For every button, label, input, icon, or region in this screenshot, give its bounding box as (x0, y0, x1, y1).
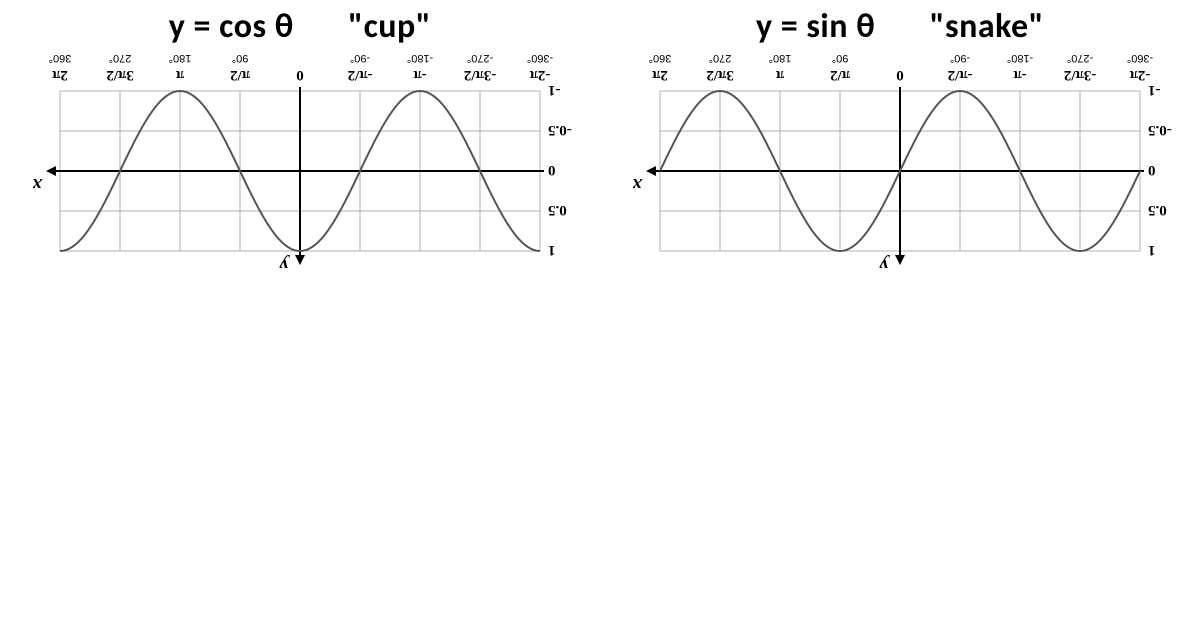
svg-text:-0.5: -0.5 (548, 122, 572, 138)
svg-text:y: y (279, 254, 290, 275)
svg-text:0.5: 0.5 (548, 202, 567, 218)
svg-text:-0.5: -0.5 (1148, 122, 1172, 138)
svg-text:-180°: -180° (407, 52, 433, 64)
svg-text:270°: 270° (109, 52, 132, 64)
svg-text:1: 1 (1148, 242, 1156, 258)
svg-text:-π: -π (1013, 67, 1027, 83)
svg-text:360°: 360° (649, 52, 672, 64)
svg-text:π/2: π/2 (230, 67, 250, 83)
svg-text:0.5: 0.5 (1148, 202, 1167, 218)
svg-text:-90°: -90° (950, 52, 970, 64)
svg-text:0: 0 (296, 67, 304, 83)
left-panel: y = cos θ "cup" 1 0.5 0 -0.5 -1-2π -3π/2 -π -π/… (10, 4, 590, 311)
svg-text:3π/2: 3π/2 (106, 67, 133, 83)
sin-chart: 1 0.5 0 -0.5 -1-2π -3π/2 -π -π/2 0 π/2 π 3π/2 2π -360… (620, 51, 1180, 311)
right-panel: y = sin θ "snake" 1 0.5 0 -0.5 -1-2π -3π/2 -π -… (610, 4, 1190, 311)
svg-text:270°: 270° (709, 52, 732, 64)
svg-text:π: π (175, 67, 184, 83)
svg-text:x: x (632, 174, 643, 195)
svg-text:-π/2: -π/2 (948, 67, 973, 83)
svg-text:90°: 90° (832, 52, 849, 64)
svg-text:3π/2: 3π/2 (706, 67, 733, 83)
svg-text:-360°: -360° (527, 52, 553, 64)
svg-text:-1: -1 (548, 82, 561, 98)
svg-text:x: x (32, 174, 43, 195)
svg-text:π/2: π/2 (830, 67, 850, 83)
svg-text:-2π: -2π (529, 67, 550, 83)
svg-text:-270°: -270° (1067, 52, 1093, 64)
svg-text:-π/2: -π/2 (348, 67, 373, 83)
right-title: y = sin θ "snake" (610, 6, 1190, 47)
svg-text:-3π/2: -3π/2 (1064, 67, 1096, 83)
svg-text:1: 1 (548, 242, 556, 258)
svg-text:-2π: -2π (1129, 67, 1150, 83)
right-nickname: "snake" (930, 6, 1044, 47)
svg-text:y: y (879, 254, 890, 275)
svg-text:-1: -1 (1148, 82, 1161, 98)
svg-text:π: π (775, 67, 784, 83)
left-equation: y = cos θ (169, 6, 294, 47)
svg-text:-π: -π (413, 67, 427, 83)
svg-text:90°: 90° (232, 52, 249, 64)
svg-text:-180°: -180° (1007, 52, 1033, 64)
svg-text:0: 0 (1148, 162, 1156, 178)
left-title: y = cos θ "cup" (10, 6, 590, 47)
svg-text:360°: 360° (49, 52, 72, 64)
svg-text:-270°: -270° (467, 52, 493, 64)
cos-chart: 1 0.5 0 -0.5 -1-2π -3π/2 -π -π/2 0 π/2 π 3π/2 2π -360… (20, 51, 580, 311)
svg-text:2π: 2π (51, 67, 68, 83)
svg-text:-360°: -360° (1127, 52, 1153, 64)
left-nickname: "cup" (348, 6, 431, 47)
svg-text:0: 0 (896, 67, 904, 83)
svg-text:2π: 2π (651, 67, 668, 83)
page: y = cos θ "cup" 10.50-0.5-1-2π-3π/2-π-π/… (0, 0, 1200, 311)
svg-text:-3π/2: -3π/2 (464, 67, 496, 83)
svg-text:180°: 180° (769, 52, 792, 64)
svg-text:0: 0 (548, 162, 556, 178)
svg-text:180°: 180° (169, 52, 192, 64)
right-equation: y = sin θ (756, 6, 875, 47)
svg-text:-90°: -90° (350, 52, 370, 64)
